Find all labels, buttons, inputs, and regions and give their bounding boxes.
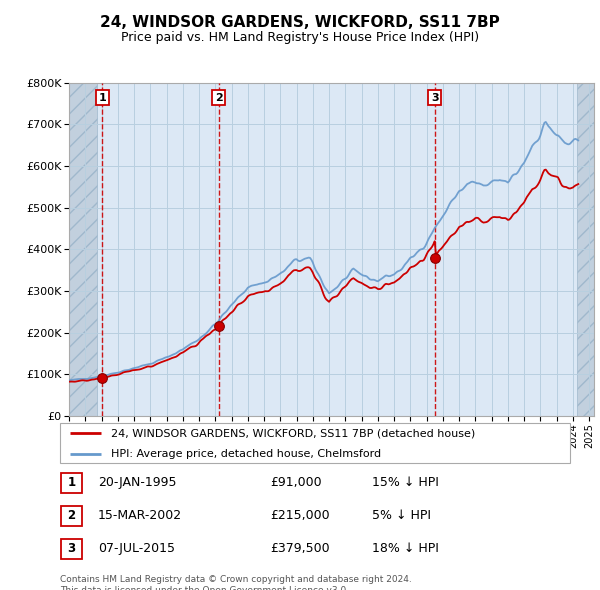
Text: HPI: Average price, detached house, Chelmsford: HPI: Average price, detached house, Chel… xyxy=(111,448,381,458)
Text: 5% ↓ HPI: 5% ↓ HPI xyxy=(372,509,431,522)
Text: 20-JAN-1995: 20-JAN-1995 xyxy=(98,476,176,489)
Text: £379,500: £379,500 xyxy=(270,542,329,555)
Text: 24, WINDSOR GARDENS, WICKFORD, SS11 7BP (detached house): 24, WINDSOR GARDENS, WICKFORD, SS11 7BP … xyxy=(111,428,475,438)
Text: 15% ↓ HPI: 15% ↓ HPI xyxy=(372,476,439,489)
Text: 18% ↓ HPI: 18% ↓ HPI xyxy=(372,542,439,555)
Text: 2: 2 xyxy=(215,93,223,103)
Text: 24, WINDSOR GARDENS, WICKFORD, SS11 7BP: 24, WINDSOR GARDENS, WICKFORD, SS11 7BP xyxy=(100,15,500,30)
Text: 1: 1 xyxy=(67,476,76,489)
Text: £215,000: £215,000 xyxy=(270,509,329,522)
Text: 3: 3 xyxy=(67,542,76,555)
Bar xyxy=(577,83,594,416)
Text: 3: 3 xyxy=(431,93,439,103)
Text: Contains HM Land Registry data © Crown copyright and database right 2024.
This d: Contains HM Land Registry data © Crown c… xyxy=(60,575,412,590)
Text: 1: 1 xyxy=(98,93,106,103)
Bar xyxy=(69,83,97,416)
Text: 15-MAR-2002: 15-MAR-2002 xyxy=(98,509,182,522)
Text: Price paid vs. HM Land Registry's House Price Index (HPI): Price paid vs. HM Land Registry's House … xyxy=(121,31,479,44)
Text: 2: 2 xyxy=(67,509,76,522)
Text: £91,000: £91,000 xyxy=(270,476,322,489)
Text: 07-JUL-2015: 07-JUL-2015 xyxy=(98,542,175,555)
